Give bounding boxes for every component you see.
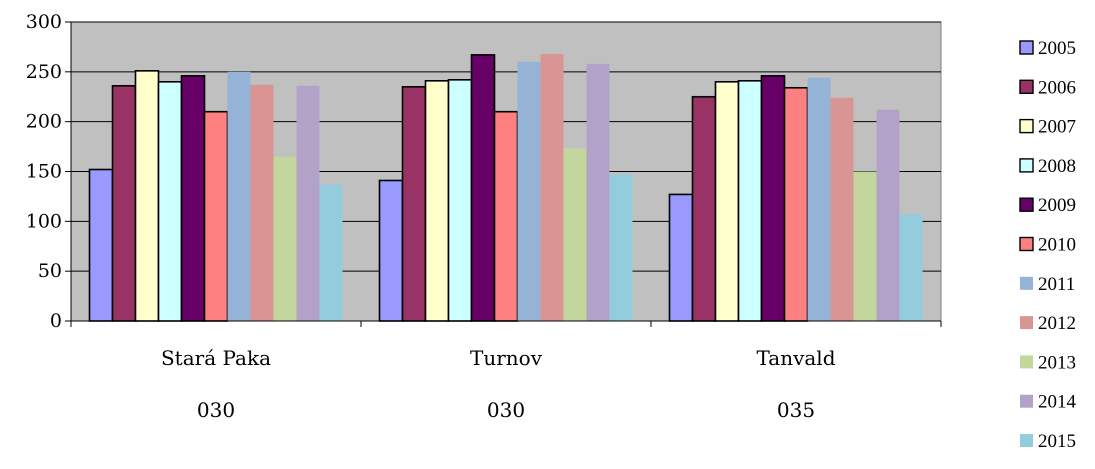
bar-2015-1 — [609, 174, 633, 321]
legend-label: 2013 — [1038, 352, 1076, 373]
y-tick-label: 100 — [26, 210, 62, 232]
legend-label: 2008 — [1038, 156, 1076, 177]
bar-2007-2 — [714, 81, 740, 322]
bar-2012-1 — [540, 53, 564, 321]
legend-label: 2007 — [1038, 117, 1076, 138]
legend-swatch — [1019, 158, 1034, 173]
bar-2015-0 — [319, 184, 343, 321]
legend-swatch — [1020, 434, 1033, 447]
bar-2013-1 — [563, 148, 587, 321]
legend-label: 2014 — [1038, 392, 1077, 413]
x-axis: Stará Paka 030 Turnov 030 Tanvald 035 — [70, 320, 942, 422]
x-category-label: Stará Paka — [161, 346, 271, 370]
bars — [88, 53, 923, 322]
y-tick-label: 150 — [26, 161, 62, 183]
bar-2012-0 — [250, 84, 274, 321]
bar-2009-1 — [470, 54, 496, 322]
legend-swatch — [1020, 355, 1033, 369]
bar-2008-1 — [447, 79, 473, 322]
bar-2005-1 — [378, 179, 404, 322]
x-category-sublabel: 035 — [777, 398, 815, 422]
bar-2007-1 — [424, 80, 450, 322]
bar-2014-2 — [876, 109, 900, 321]
x-category-label: Turnov — [470, 346, 543, 370]
bar-2011-0 — [227, 71, 251, 321]
bar-2005-0 — [88, 168, 114, 322]
legend-label: 2012 — [1038, 313, 1076, 334]
bar-2005-2 — [668, 193, 694, 322]
legend-label: 2009 — [1038, 195, 1076, 216]
bar-2007-0 — [134, 70, 160, 322]
bar-2010-0 — [203, 110, 229, 322]
x-category-sublabel: 030 — [487, 398, 525, 422]
legend-label: 2005 — [1038, 38, 1076, 59]
legend-label: 2010 — [1038, 235, 1076, 256]
legend-label: 2011 — [1038, 274, 1075, 295]
bar-2013-0 — [273, 156, 297, 321]
legend-swatch — [1020, 316, 1033, 330]
x-category-sublabel: 030 — [197, 398, 235, 422]
legend: 2005 2006 2007 2008 2009 2010 2011 2012 2013 2014… — [1019, 38, 1077, 452]
bar-2008-0 — [157, 81, 183, 322]
bar-2011-2 — [807, 77, 831, 322]
bar-2009-2 — [760, 75, 786, 322]
bar-2014-0 — [296, 85, 320, 321]
legend-swatch — [1020, 276, 1033, 290]
y-tick-label: 300 — [26, 11, 62, 33]
bar-2010-2 — [783, 86, 809, 322]
legend-label: 2015 — [1038, 431, 1076, 452]
bar-2006-0 — [111, 84, 137, 322]
legend-swatch — [1019, 197, 1034, 212]
bar-2011-1 — [517, 61, 541, 321]
bar-2012-2 — [830, 97, 854, 321]
y-tick-label: 50 — [38, 260, 62, 282]
y-axis: 0 50 100 150 200 250 300 — [26, 11, 72, 332]
bar-2006-2 — [691, 95, 717, 322]
bar-2013-2 — [853, 171, 877, 321]
y-tick-label: 0 — [50, 310, 62, 332]
legend-swatch — [1019, 40, 1034, 55]
y-tick-label: 250 — [26, 61, 62, 83]
x-category-label: Tanvald — [756, 346, 835, 370]
legend-label: 2006 — [1038, 77, 1076, 98]
bar-2014-1 — [586, 63, 610, 322]
legend-swatch — [1020, 394, 1033, 408]
legend-swatch — [1019, 118, 1034, 134]
bar-2015-2 — [899, 214, 923, 321]
bar-2008-2 — [737, 80, 763, 322]
y-tick-label: 200 — [26, 111, 62, 133]
bar-2010-1 — [493, 110, 519, 322]
legend-swatch — [1019, 236, 1034, 252]
bar-2006-1 — [401, 85, 427, 322]
bar-2009-0 — [180, 75, 206, 322]
legend-swatch — [1019, 79, 1034, 95]
